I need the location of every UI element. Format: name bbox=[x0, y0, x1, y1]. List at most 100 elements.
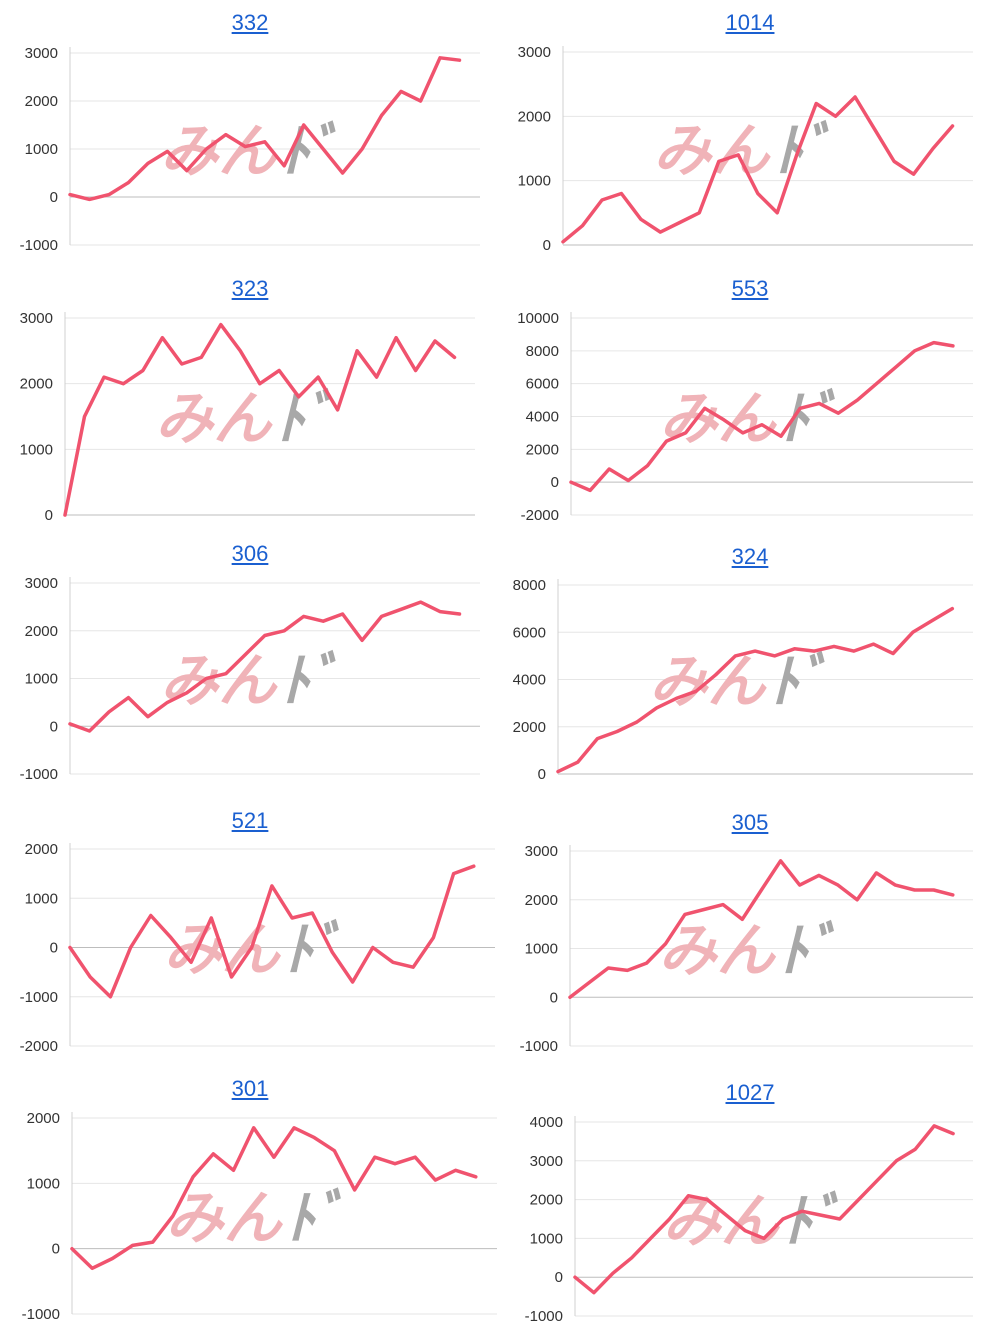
watermark-text: ﾄﾞ bbox=[280, 647, 338, 715]
chart-panel: 1014 0 1000 2000 3000 みん ﾄﾞ bbox=[500, 0, 1000, 1338]
y-tick-label: 2000 bbox=[27, 1110, 60, 1127]
y-tick-label: -1000 bbox=[520, 1038, 558, 1055]
series-line bbox=[569, 340, 955, 493]
line-chart: 0 1000 2000 3000 みん ﾄﾞ bbox=[518, 44, 973, 254]
y-tick-label: 2000 bbox=[526, 441, 559, 458]
line-chart: -2000 -1000 0 1000 2000 みん ﾄﾞ bbox=[20, 841, 495, 1055]
watermark-text: ﾄﾞ bbox=[779, 917, 837, 985]
watermark-text: みん bbox=[659, 385, 777, 453]
series-line bbox=[68, 600, 462, 733]
y-tick-label: -1000 bbox=[20, 989, 58, 1006]
series-line bbox=[63, 322, 457, 517]
chart-panel: 306 -1000 0 1000 2000 3000 みん ﾄﾞ bbox=[20, 541, 480, 783]
watermark-text: ﾄﾞ bbox=[773, 117, 831, 185]
y-tick-label: 3000 bbox=[25, 45, 58, 62]
y-tick-label: 2000 bbox=[518, 108, 551, 125]
y-tick-label: 0 bbox=[50, 940, 58, 957]
y-tick-label: 1000 bbox=[525, 941, 558, 958]
watermark-text: ﾄﾞ bbox=[286, 1184, 344, 1252]
y-tick-label: 1000 bbox=[518, 173, 551, 190]
watermark-text: ﾄﾞ bbox=[779, 385, 837, 453]
series-line bbox=[556, 606, 955, 774]
y-tick-label: 2000 bbox=[513, 719, 546, 736]
y-tick-label: 0 bbox=[555, 1269, 563, 1286]
line-chart: -2000 0 2000 4000 6000 8000 10000 みん ﾄﾞ bbox=[517, 310, 973, 524]
chart-panel: 521 -2000 -1000 0 1000 2000 みん ﾄﾞ bbox=[20, 808, 495, 1055]
line-chart: -1000 0 1000 2000 3000 みん ﾄﾞ bbox=[20, 45, 480, 254]
y-tick-label: 1000 bbox=[530, 1230, 563, 1247]
series-line bbox=[561, 95, 955, 244]
y-tick-label: 1000 bbox=[25, 890, 58, 907]
y-tick-label: 6000 bbox=[513, 624, 546, 641]
series-line bbox=[68, 56, 462, 202]
chart-panel: 1027 -1000 0 1000 2000 3000 4000 みん ﾄﾞ bbox=[500, 0, 1000, 1338]
y-tick-label: -1000 bbox=[20, 237, 58, 254]
y-tick-label: 10000 bbox=[517, 310, 559, 327]
y-tick-label: -2000 bbox=[521, 507, 559, 524]
y-tick-label: 1000 bbox=[25, 141, 58, 158]
watermark-text: みん bbox=[659, 917, 777, 985]
y-tick-label: 0 bbox=[52, 1241, 60, 1258]
y-tick-label: 2000 bbox=[25, 623, 58, 640]
line-chart: -1000 0 1000 2000 みん ﾄﾞ bbox=[22, 1110, 497, 1323]
watermark-text: みん bbox=[155, 385, 273, 453]
watermark-text: みん bbox=[653, 117, 771, 185]
chart-title-link[interactable]: 306 bbox=[231, 541, 269, 566]
y-tick-label: 0 bbox=[538, 766, 546, 783]
chart-title-link[interactable]: 553 bbox=[731, 276, 769, 301]
y-tick-label: 2000 bbox=[525, 892, 558, 909]
y-tick-label: 3000 bbox=[20, 310, 53, 327]
y-tick-label: 2000 bbox=[530, 1192, 563, 1209]
y-tick-label: -1000 bbox=[20, 766, 58, 783]
chart-title-link[interactable]: 324 bbox=[731, 544, 769, 569]
watermark-text: ﾄﾞ bbox=[284, 916, 342, 984]
y-tick-label: 0 bbox=[50, 189, 58, 206]
y-tick-label: 6000 bbox=[526, 376, 559, 393]
watermark-text: ﾄﾞ bbox=[783, 1187, 841, 1255]
watermark-text: みん bbox=[166, 1184, 284, 1252]
chart-title-link[interactable]: 323 bbox=[231, 276, 269, 301]
chart-panel: 323 0 1000 2000 3000 みん ﾄﾞ bbox=[20, 276, 475, 524]
chart-title-link[interactable]: 305 bbox=[731, 810, 769, 835]
line-chart: -1000 0 1000 2000 3000 みん ﾄﾞ bbox=[20, 575, 480, 783]
y-tick-label: 3000 bbox=[530, 1153, 563, 1170]
y-tick-label: -1000 bbox=[22, 1306, 60, 1323]
watermark-text: みん bbox=[164, 916, 282, 984]
chart-panel: 301 -1000 0 1000 2000 みん ﾄﾞ bbox=[22, 1076, 497, 1323]
y-tick-label: 3000 bbox=[525, 843, 558, 860]
y-tick-label: 0 bbox=[50, 718, 58, 735]
series-line bbox=[568, 859, 955, 1000]
chart-title-link[interactable]: 521 bbox=[231, 808, 269, 833]
y-tick-label: 3000 bbox=[518, 44, 551, 61]
watermark-text: みん bbox=[160, 647, 278, 715]
y-tick-label: 0 bbox=[543, 237, 551, 254]
chart-title-link[interactable]: 1027 bbox=[725, 1080, 775, 1105]
chart-title-link[interactable]: 332 bbox=[231, 10, 269, 35]
y-tick-label: 8000 bbox=[513, 577, 546, 594]
chart-title-link[interactable]: 1014 bbox=[725, 10, 775, 35]
chart-title-link[interactable]: 301 bbox=[231, 1076, 269, 1101]
chart-panel: 332 -1000 0 1000 2000 3000 みん ﾄﾞ bbox=[20, 10, 480, 254]
y-tick-label: 0 bbox=[45, 507, 53, 524]
y-tick-label: 3000 bbox=[25, 575, 58, 592]
y-tick-label: 0 bbox=[551, 474, 559, 491]
chart-panel: 324 0 2000 4000 6000 8000 みん ﾄﾞ bbox=[500, 0, 1000, 1338]
y-tick-label: 1000 bbox=[20, 441, 53, 458]
series-line bbox=[68, 864, 476, 999]
watermark-text: みん bbox=[663, 1187, 781, 1255]
y-tick-label: 1000 bbox=[25, 671, 58, 688]
y-tick-label: 8000 bbox=[526, 343, 559, 360]
chart-panel: 305 -1000 0 1000 2000 3000 みん ﾄﾞ bbox=[500, 0, 1000, 1338]
line-chart: 0 1000 2000 3000 みん ﾄﾞ bbox=[20, 310, 475, 524]
y-tick-label: 4000 bbox=[526, 409, 559, 426]
y-tick-label: 2000 bbox=[25, 841, 58, 858]
y-tick-label: 2000 bbox=[20, 376, 53, 393]
y-tick-label: -1000 bbox=[525, 1308, 563, 1325]
y-tick-label: 1000 bbox=[27, 1175, 60, 1192]
watermark-text: ﾄﾞ bbox=[769, 648, 827, 716]
y-tick-label: 4000 bbox=[530, 1114, 563, 1131]
y-tick-label: 4000 bbox=[513, 672, 546, 689]
watermark-text: みん bbox=[649, 648, 767, 716]
line-chart: -1000 0 1000 2000 3000 みん ﾄﾞ bbox=[520, 843, 973, 1055]
series-line bbox=[573, 1124, 955, 1295]
